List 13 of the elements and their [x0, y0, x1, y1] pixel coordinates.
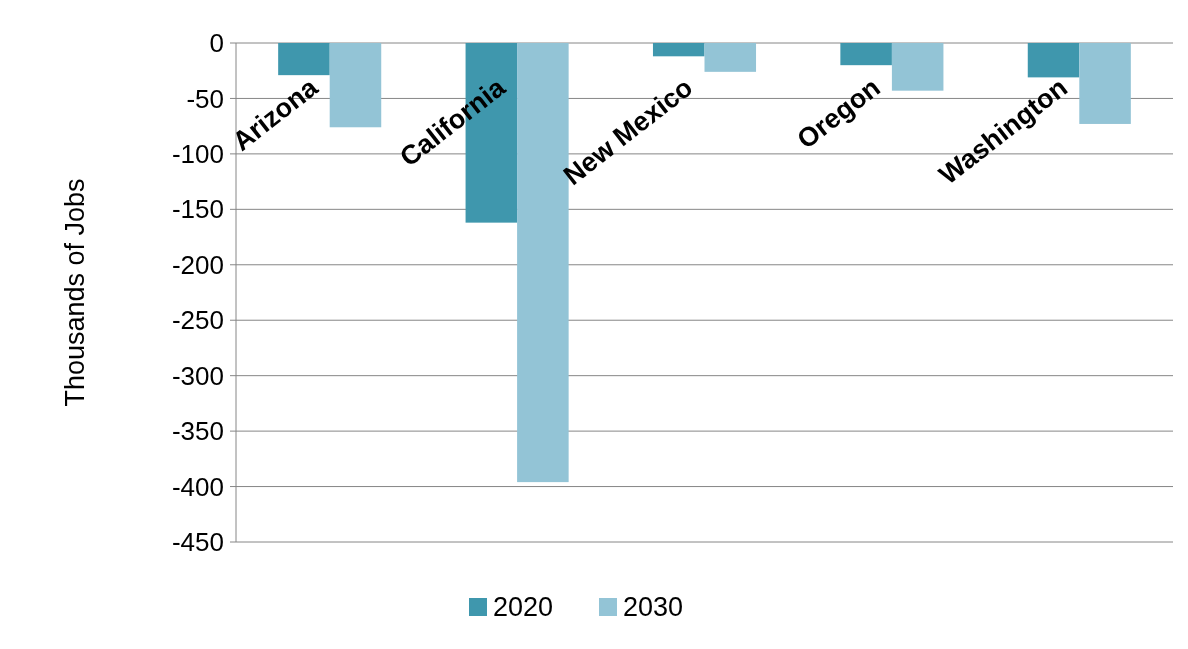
- y-tick-label: -300: [171, 360, 224, 391]
- legend-label: 2020: [493, 592, 554, 623]
- y-tick-label: 0: [209, 28, 224, 59]
- y-tick-label: -100: [171, 138, 224, 169]
- legend-label: 2030: [623, 592, 684, 623]
- y-tick-label: -150: [171, 194, 224, 225]
- y-tick-label: -350: [171, 416, 224, 447]
- y-axis-title: Thousands of Jobs: [60, 178, 90, 407]
- y-tick-label: -200: [171, 249, 224, 280]
- y-tick-label: -450: [171, 527, 224, 558]
- y-tick-label: -250: [171, 305, 224, 336]
- y-tick-label: -400: [171, 471, 224, 502]
- y-tick-label: -50: [186, 83, 224, 114]
